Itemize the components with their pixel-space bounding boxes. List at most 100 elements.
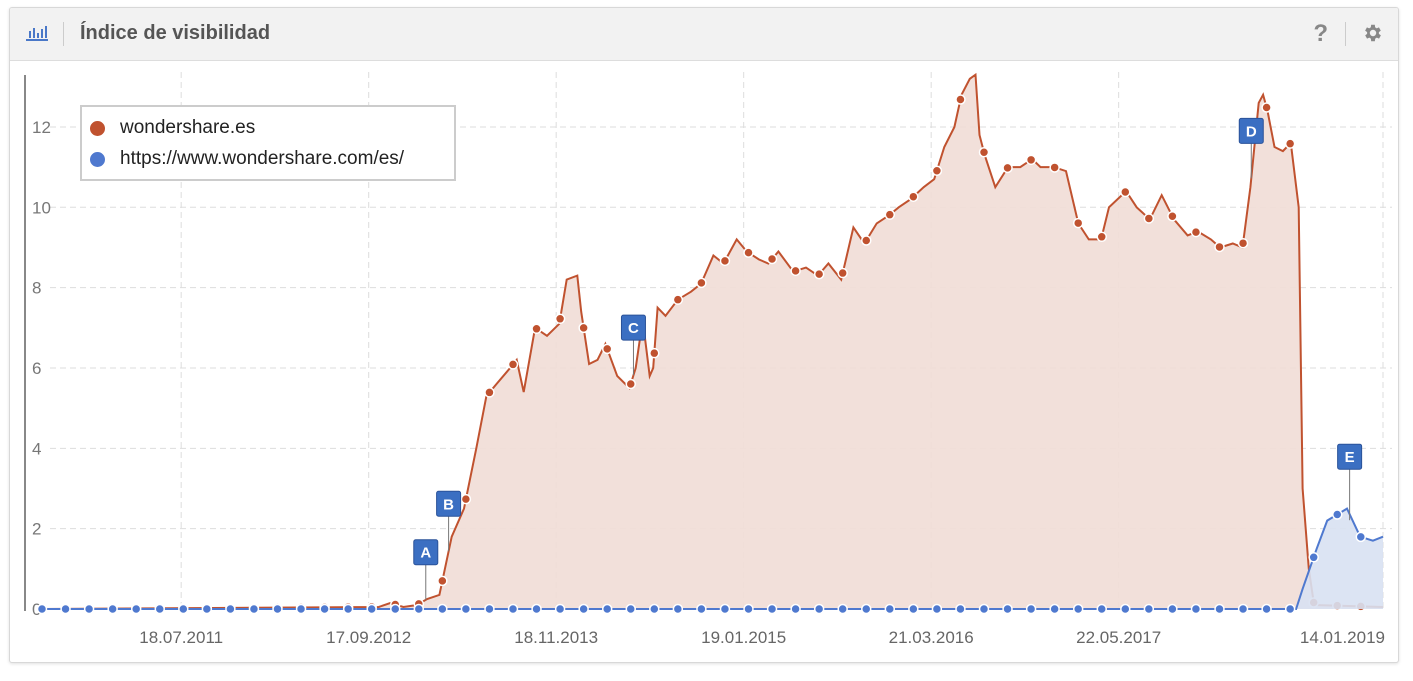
data-point [36, 603, 48, 615]
annotation-label: C [628, 320, 639, 337]
gear-icon[interactable] [1362, 22, 1384, 49]
data-point [837, 603, 848, 615]
data-point [1049, 603, 1060, 615]
data-point [837, 267, 848, 279]
data-point [931, 603, 943, 615]
annotation-flag-c[interactable]: C [620, 314, 646, 376]
data-point [1025, 154, 1037, 166]
x-tick-label: 18.11.2013 [514, 628, 598, 647]
series-area [1296, 508, 1383, 609]
data-point [507, 603, 519, 615]
data-point [460, 603, 472, 615]
data-point [743, 603, 754, 615]
data-point [225, 603, 236, 615]
data-point [554, 313, 566, 325]
data-point [1143, 603, 1155, 615]
data-point [178, 603, 189, 615]
annotation-flag-a[interactable]: A [413, 539, 439, 600]
data-point [1332, 509, 1343, 520]
data-point [672, 294, 684, 305]
data-point [861, 603, 872, 615]
legend-label: https://www.wondershare.com/es/ [120, 148, 405, 169]
annotation-label: D [1246, 123, 1257, 140]
data-point [696, 603, 707, 615]
data-point [554, 603, 566, 615]
y-tick-label: 6 [32, 359, 41, 378]
data-point [955, 603, 966, 615]
data-point [1167, 603, 1178, 615]
data-point [766, 603, 778, 615]
annotation-label: E [1345, 449, 1355, 466]
annotation-flag-b[interactable]: B [436, 490, 462, 552]
legend-marker [90, 151, 105, 167]
data-point [1120, 186, 1131, 198]
data-point [531, 323, 542, 335]
data-point [1237, 237, 1249, 249]
data-point [507, 359, 519, 370]
data-point [1355, 531, 1367, 543]
data-point [884, 209, 896, 220]
data-point [672, 603, 684, 615]
data-point [649, 603, 660, 615]
data-point [248, 603, 260, 615]
data-point [696, 277, 707, 289]
legend-marker [90, 120, 105, 136]
data-point [790, 603, 801, 615]
data-point [1072, 603, 1084, 615]
data-point [319, 603, 330, 615]
card-header: Índice de visibilidad ? [10, 8, 1398, 61]
data-point [130, 603, 142, 615]
annotation-flag-e[interactable]: E [1337, 443, 1363, 521]
data-point [790, 265, 801, 277]
data-point [437, 603, 448, 615]
data-point [1190, 226, 1202, 238]
data-point [60, 603, 71, 615]
annotation-box [413, 539, 439, 566]
data-point [1049, 162, 1060, 173]
divider [1345, 22, 1346, 46]
data-point [908, 191, 919, 202]
data-point [1096, 231, 1107, 243]
x-tick-label: 14.01.2019 [1300, 628, 1385, 647]
x-tick-label: 22.05.2017 [1076, 628, 1161, 647]
data-point [1167, 210, 1178, 222]
annotation-box [436, 490, 462, 517]
data-point [908, 603, 919, 615]
data-point [978, 147, 990, 158]
data-point [1261, 603, 1272, 615]
data-point [649, 347, 660, 359]
annotation-label: A [420, 545, 431, 562]
annotation-box [1238, 117, 1264, 144]
annotation-label: B [443, 496, 454, 513]
data-point [437, 575, 448, 587]
data-point [1072, 217, 1084, 229]
data-point [625, 603, 636, 615]
data-point [766, 253, 778, 265]
divider [63, 22, 64, 46]
data-point [884, 603, 896, 615]
data-point [201, 603, 213, 615]
annotation-box [1337, 443, 1363, 470]
data-point [1002, 162, 1013, 174]
data-point [1237, 603, 1249, 615]
legend-item-series2[interactable]: https://www.wondershare.com/es/ [90, 148, 404, 170]
data-point [1120, 603, 1131, 615]
data-point [978, 603, 990, 615]
legend-item-series1[interactable]: wondershare.es [90, 117, 255, 139]
annotation-flag-d[interactable]: D [1238, 117, 1264, 179]
y-tick-label: 10 [32, 198, 51, 217]
data-point [1002, 603, 1013, 615]
x-tick-label: 19.01.2015 [701, 628, 786, 647]
data-point [1190, 603, 1202, 615]
bar-chart-icon [26, 25, 48, 46]
data-point [1214, 603, 1225, 615]
data-point [1308, 552, 1319, 563]
data-point [955, 94, 966, 105]
x-tick-label: 17.09.2012 [326, 628, 411, 647]
data-point [1284, 603, 1296, 615]
data-point [342, 603, 354, 615]
data-point [1214, 241, 1225, 253]
question-icon[interactable]: ? [1313, 20, 1328, 47]
data-point [601, 603, 613, 615]
